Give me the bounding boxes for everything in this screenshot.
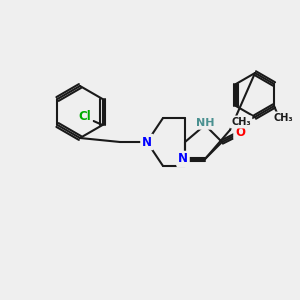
Text: Cl: Cl <box>78 110 91 124</box>
Text: CH₃: CH₃ <box>231 117 251 127</box>
Text: NH: NH <box>196 118 214 128</box>
Text: CH₃: CH₃ <box>273 113 293 123</box>
Text: N: N <box>142 136 152 148</box>
Text: N: N <box>178 152 188 166</box>
Text: O: O <box>235 125 245 139</box>
